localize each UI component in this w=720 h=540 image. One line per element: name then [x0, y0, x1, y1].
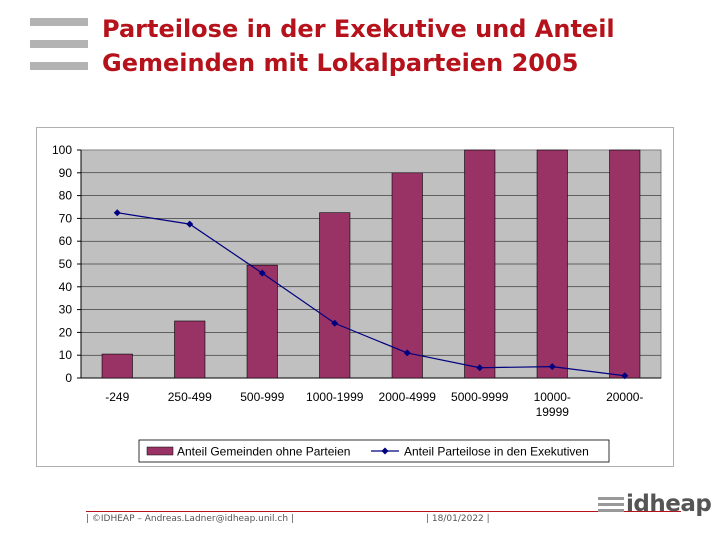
legend-label: Anteil Gemeinden ohne Parteien [177, 445, 350, 459]
footer-copyright: | ©IDHEAP – Andreas.Ladner@idheap.unil.c… [86, 514, 294, 524]
y-tick-label: 10 [59, 348, 73, 362]
legend-marker [381, 447, 389, 455]
y-tick-label: 20 [59, 325, 73, 339]
line-point [548, 363, 556, 371]
y-tick-label: 60 [59, 234, 73, 248]
x-tick-label: 2000-4999 [379, 390, 437, 404]
bar [174, 320, 206, 379]
legend-swatch-bar [146, 446, 174, 456]
bar [246, 264, 278, 379]
legend-label: Anteil Parteilose in den Exekutiven [404, 445, 589, 459]
title-line-2: Gemeinden mit Lokalparteien 2005 [102, 49, 579, 77]
x-tick-label: 250-499 [168, 390, 212, 404]
combo-chart: 0 10 20 30 40 50 60 70 80 90 100 -249 250-499 500-999… [52, 143, 662, 463]
line-point [476, 364, 484, 372]
brand-name: idheap [626, 491, 712, 517]
line-point [403, 349, 411, 357]
y-tick-label: 90 [59, 166, 73, 180]
x-tick-label: 5000-9999 [451, 390, 509, 404]
y-tick-label: 40 [59, 280, 73, 294]
y-tick-label: 50 [59, 257, 73, 271]
bar [101, 353, 133, 379]
page-title: Parteilose in der Exekutive und Anteil G… [102, 12, 702, 80]
bar [319, 212, 351, 379]
series-line [117, 212, 625, 377]
bar [609, 149, 641, 379]
line-point [113, 209, 121, 217]
chart-container: 0 10 20 30 40 50 60 70 80 90 100 -249 250-499 500-999… [36, 127, 674, 467]
line-point [331, 319, 339, 327]
y-tick-label: 0 [65, 371, 72, 385]
bar [536, 149, 568, 379]
y-tick-label: 80 [59, 189, 73, 203]
line-point [258, 269, 266, 277]
footer-divider [86, 511, 681, 512]
x-tick-label: 20000- [606, 390, 643, 404]
x-tick-label: 10000- [534, 390, 571, 404]
line-point [186, 220, 194, 228]
logo-lines-icon [598, 494, 624, 515]
idheap-logo: idheap [598, 488, 712, 520]
title-line-1: Parteilose in der Exekutive und Anteil [102, 15, 615, 43]
y-tick-label: 70 [59, 211, 73, 225]
line-point [621, 372, 629, 380]
x-tick-label: 19999 [536, 405, 570, 419]
menu-bars-icon [30, 18, 88, 84]
bar [464, 149, 496, 379]
bar [391, 172, 423, 379]
x-tick-label: -249 [105, 390, 129, 404]
x-tick-label: 500-999 [240, 390, 284, 404]
x-tick-label: 1000-1999 [306, 390, 364, 404]
footer-date: | 18/01/2022 | [426, 514, 490, 524]
y-tick-label: 30 [59, 303, 73, 317]
y-tick-label: 100 [52, 143, 72, 157]
